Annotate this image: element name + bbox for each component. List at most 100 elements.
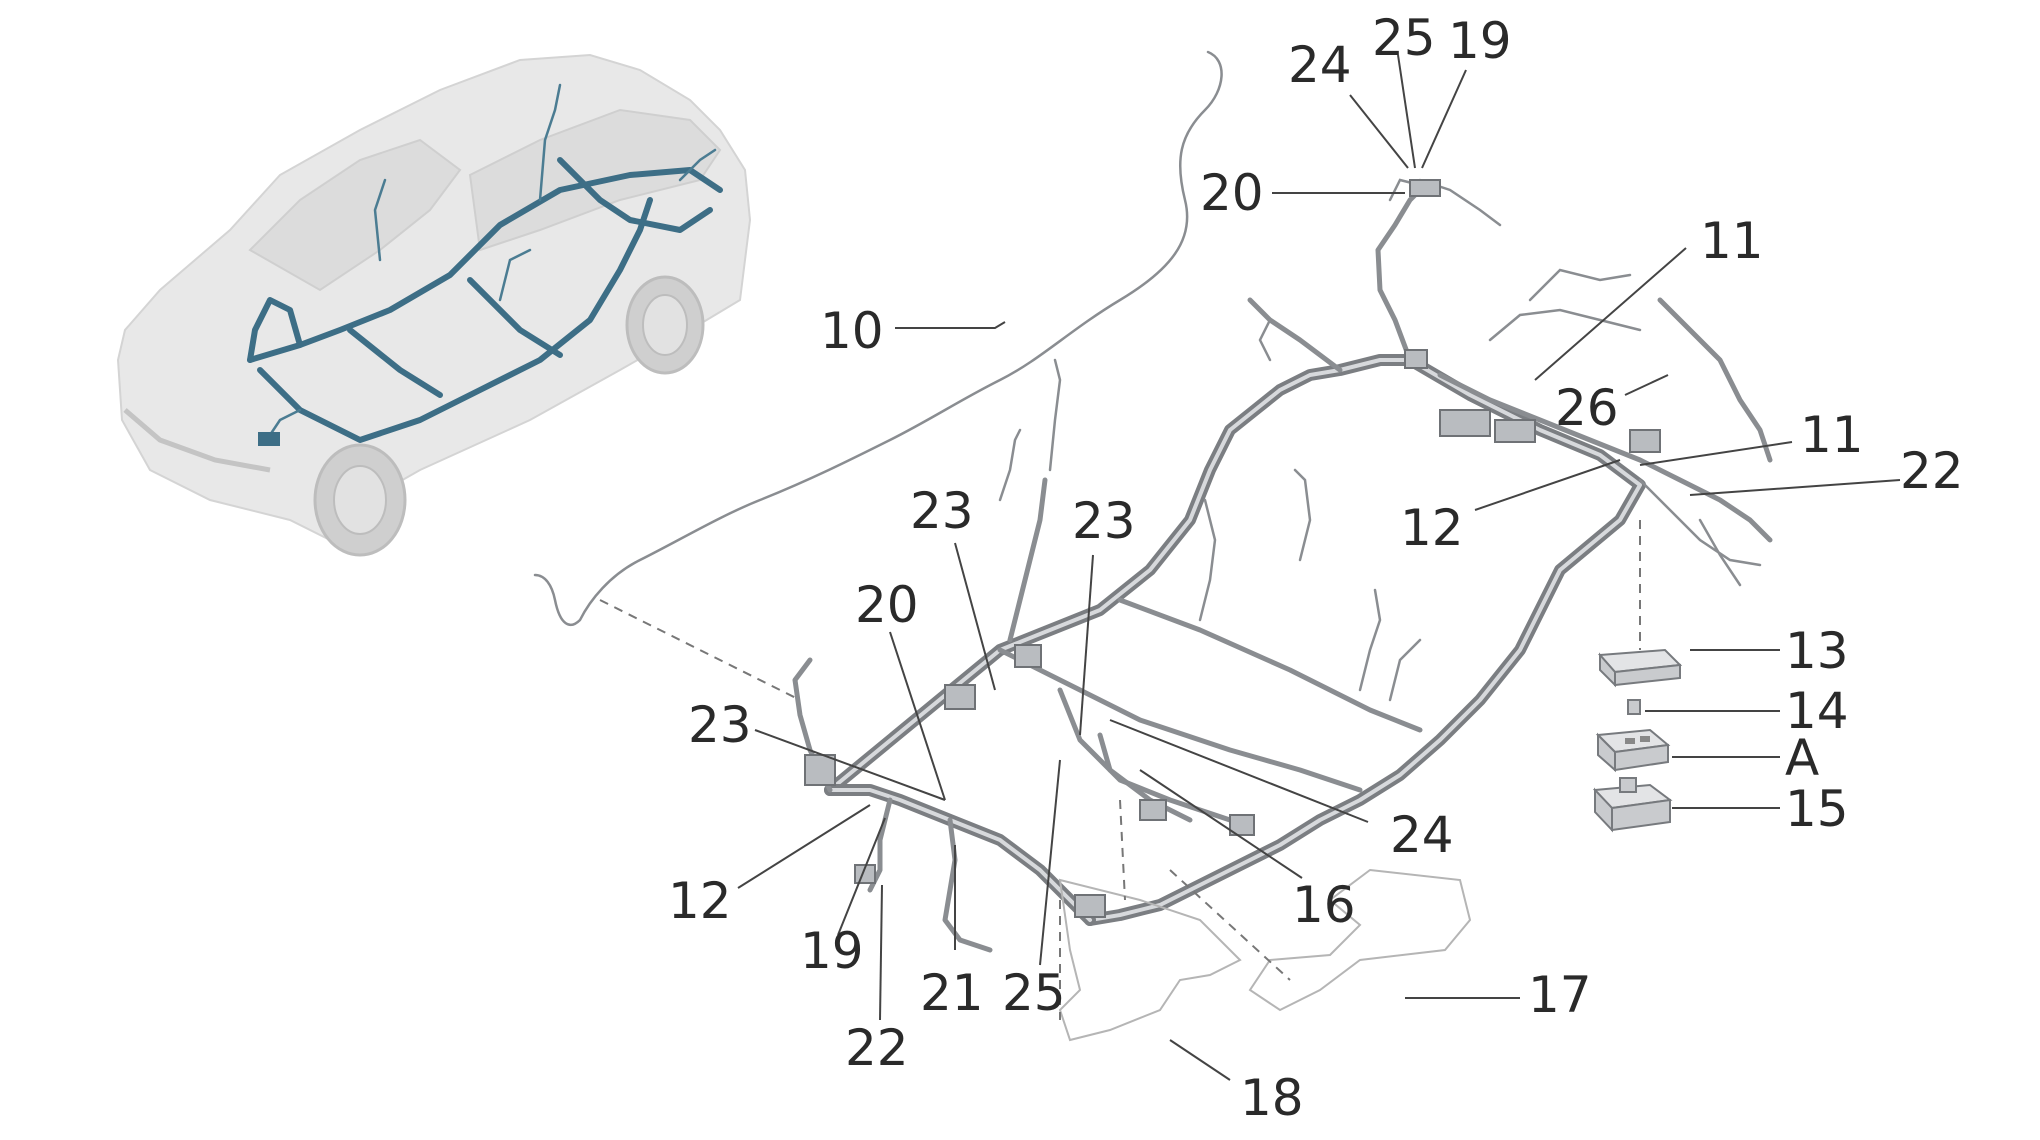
leader-11-top [1534, 247, 1687, 381]
callout-23-a: 23 [910, 482, 974, 540]
dash-10-link [599, 599, 801, 701]
car-windshield [248, 138, 462, 292]
callout-17: 17 [1528, 966, 1592, 1024]
car-headlight [123, 408, 271, 473]
wire-rear-right-2 [1638, 478, 1762, 567]
harness-front-riser [1007, 477, 1048, 643]
harness-rear-hatch-branch [1657, 297, 1773, 463]
callout-15: 15 [1785, 780, 1849, 838]
wire-mid-up-2 [1293, 468, 1312, 562]
car-module-icon [258, 432, 280, 446]
leader-19-bottom [837, 817, 886, 936]
wire-rear-upper-2 [1528, 268, 1632, 302]
leader-12-right [1474, 459, 1621, 511]
leader-10 [895, 321, 1006, 329]
wire-rear-left-1 [1258, 318, 1287, 362]
leader-24-top [1349, 94, 1409, 169]
dash-17 [1169, 869, 1291, 981]
leader-26 [1624, 374, 1669, 396]
floor-harness-18-outline [1058, 878, 1242, 1042]
leader-23-c [754, 729, 946, 801]
callout-11-mid: 11 [1800, 406, 1864, 464]
cable-10 [533, 50, 1223, 626]
leader-23-a [954, 542, 996, 691]
harness-front-cross-hi [828, 788, 1092, 922]
main-harness-assembly: 10 24 25 19 20 11 26 11 22 12 23 23 20 2… [533, 9, 1964, 1127]
leader-12-left [737, 804, 871, 889]
car-harness-roof [538, 83, 562, 202]
harness-cross-member-1 [997, 647, 1363, 793]
callout-11-top: 11 [1700, 212, 1764, 270]
module-13 [1597, 648, 1683, 688]
callout-14: 14 [1785, 682, 1849, 740]
car-harness-front [247, 297, 303, 363]
harness-front-mid [1097, 732, 1193, 823]
leader-22-right [1689, 479, 1901, 496]
callout-A: A [1785, 729, 1819, 787]
module-15 [1592, 777, 1673, 833]
leader-23-b [1079, 554, 1094, 736]
harness-right-trunk [1084, 354, 1646, 926]
callout-20-top: 20 [1200, 164, 1264, 222]
callout-23-c: 23 [688, 696, 752, 754]
front-wheel-rim-icon [333, 465, 387, 535]
car-harness-rear [557, 157, 713, 233]
connector-front-left [804, 754, 836, 786]
connector-16 [1139, 799, 1167, 821]
callout-18: 18 [1240, 1069, 1304, 1127]
car-harness-branch2 [498, 248, 532, 302]
leader-19-top [1421, 69, 1467, 169]
callout-24-top: 24 [1288, 36, 1352, 94]
connector-front-3 [1074, 894, 1106, 918]
vehicle-overview-illustration [116, 53, 752, 557]
leader-25-top [1397, 54, 1416, 169]
wire-front-up-1 [1048, 358, 1062, 472]
callout-25-bottom: 25 [1002, 964, 1066, 1022]
connector-mid-1 [1229, 814, 1255, 836]
wire-mid-up-4 [1388, 638, 1422, 702]
leader-18 [1169, 1039, 1231, 1081]
wire-mid-up-3 [1358, 588, 1382, 692]
callout-12-right: 12 [1400, 499, 1464, 557]
leader-24-bottom [1109, 719, 1369, 823]
callout-20-left: 20 [855, 576, 919, 634]
car-harness-cross1 [347, 327, 443, 398]
callout-13: 13 [1785, 622, 1849, 680]
car-harness-left [257, 197, 653, 443]
car-harness-branch4 [268, 408, 302, 437]
wire-rear-right-3 [1698, 518, 1742, 587]
connector-front-2 [1014, 644, 1042, 668]
connector-front-1 [944, 684, 976, 710]
callout-25-top: 25 [1372, 9, 1436, 67]
leader-25-bottom [1039, 759, 1061, 966]
callout-21: 21 [920, 964, 984, 1022]
module-A [1595, 728, 1671, 773]
car-harness-main [247, 167, 723, 363]
callout-10: 10 [820, 302, 884, 360]
connector-rear-block-2 [1494, 419, 1536, 443]
callout-12-left: 12 [668, 872, 732, 930]
harness-roof-riser [1375, 182, 1428, 363]
wire-rear-upper [1488, 308, 1642, 342]
car-harness-branch1 [373, 178, 387, 262]
leader-22-bottom [879, 884, 883, 1021]
callout-26: 26 [1555, 379, 1619, 437]
car-harness-branch3 [678, 148, 717, 182]
connector-rear-block [1439, 409, 1491, 437]
connector-rear-module [1629, 429, 1661, 453]
leader-11-mid [1639, 441, 1793, 466]
harness-rear-right-branch [1437, 372, 1773, 543]
callout-23-b: 23 [1072, 492, 1136, 550]
module-14 [1627, 699, 1641, 715]
dash-16 [1119, 799, 1126, 901]
leader-20-left [889, 631, 946, 801]
leader-16 [1139, 769, 1303, 879]
callout-24-bottom: 24 [1390, 806, 1454, 864]
callout-19-top: 19 [1448, 12, 1512, 70]
rear-wheel-rim-icon [642, 294, 688, 356]
harness-right-trunk-hi [1088, 358, 1642, 922]
callout-19-bottom: 19 [800, 922, 864, 980]
connector-roof-base [1404, 349, 1428, 369]
callout-22-right: 22 [1900, 442, 1964, 500]
wire-front-up-2 [998, 428, 1022, 502]
